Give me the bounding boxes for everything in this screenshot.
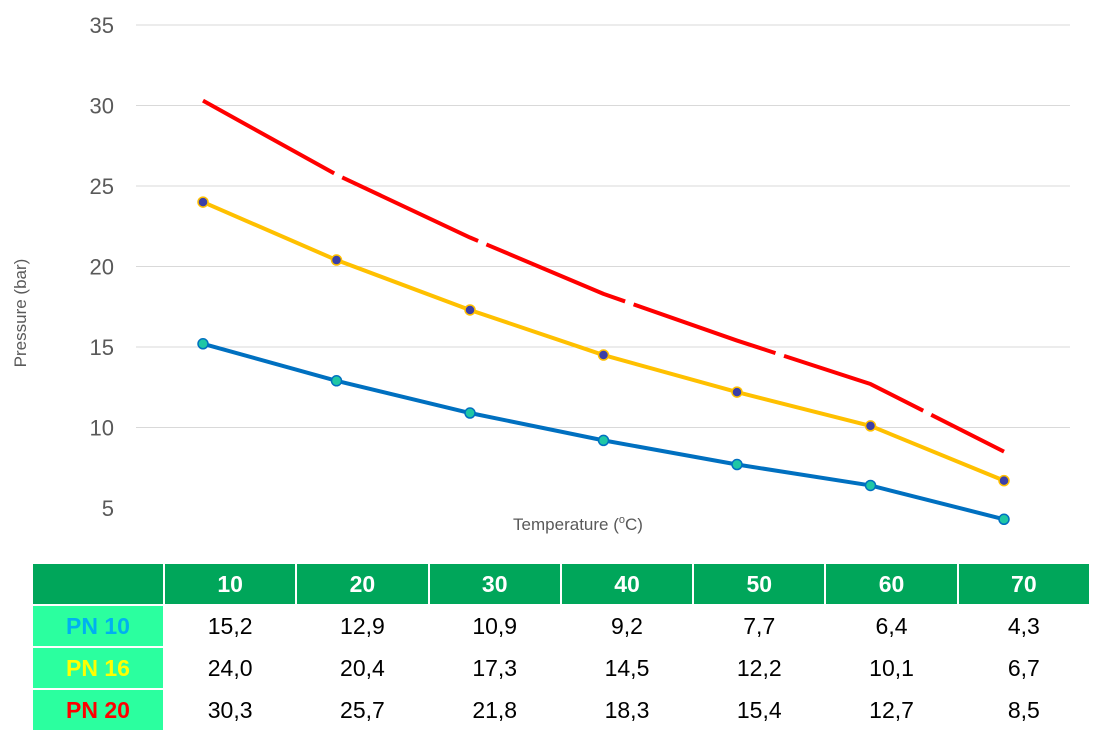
table-cell: 10,9 (427, 604, 562, 648)
data-point-pn16 (998, 474, 1010, 487)
x-axis-title: Temperature (oC) (513, 514, 643, 534)
table-row: PN 20 30,3 25,7 21,8 18,3 15,4 12,7 8,5 (31, 688, 1092, 732)
table-cell: 6,4 (824, 604, 959, 648)
data-table: 10 20 30 40 50 60 70 PN 10 15,2 12,9 10,… (31, 562, 1092, 732)
y-tick-label: 35 (90, 13, 114, 38)
table-cell: 15,2 (162, 604, 298, 648)
y-tick-label: 15 (90, 335, 114, 360)
series-lines (197, 98, 1010, 526)
table-cell: 24,0 (162, 646, 298, 690)
gridlines (136, 24, 1070, 428)
table-cell: 9,2 (559, 604, 695, 648)
pressure-temperature-chart: 5 10 15 20 25 30 35 Pressure (bar) Temperature… (11, 13, 1070, 534)
table-cell: 25,7 (295, 688, 430, 732)
data-point-pn16 (197, 196, 209, 208)
series-line-pn20 (202, 98, 1005, 454)
table-header-cell: 70 (956, 562, 1092, 606)
table-cell: 4,3 (956, 604, 1092, 648)
data-point-pn16 (330, 254, 343, 266)
table-cell: 17,3 (427, 646, 562, 690)
table-cell: 6,7 (956, 646, 1092, 690)
table-cell: 12,9 (295, 604, 430, 648)
table-header-cell: 10 (162, 562, 298, 606)
row-label-pn16: PN 16 (31, 646, 165, 690)
table-row: PN 16 24,0 20,4 17,3 14,5 12,2 10,1 6,7 (31, 646, 1092, 690)
y-axis-title: Pressure (bar) (11, 259, 30, 368)
table-cell: 18,3 (559, 688, 695, 732)
table-header-cell: 50 (692, 562, 827, 606)
data-point-pn16 (731, 386, 743, 398)
y-axis-tick-labels: 5 10 15 20 25 30 35 (90, 13, 114, 521)
y-tick-label: 5 (102, 496, 114, 521)
table-cell: 10,1 (824, 646, 959, 690)
table-header-cell: 30 (427, 562, 562, 606)
table-corner-cell (31, 562, 165, 606)
x-axis-title-part: C) (625, 515, 643, 534)
data-point-pn16 (464, 304, 476, 316)
table-row: PN 10 15,2 12,9 10,9 9,2 7,7 6,4 4,3 (31, 604, 1092, 648)
table-cell: 21,8 (427, 688, 562, 732)
x-axis-title-part: Temperature ( (513, 515, 619, 534)
table-header-cell: 40 (559, 562, 695, 606)
table-header-cell: 20 (295, 562, 430, 606)
data-point-pn10 (998, 513, 1010, 526)
data-point-pn10 (864, 479, 877, 492)
table-cell: 15,4 (692, 688, 827, 732)
data-point-pn10 (330, 375, 343, 387)
table-cell: 7,7 (692, 604, 827, 648)
y-tick-label: 10 (90, 416, 114, 441)
x-axis-title-degree: o (619, 514, 625, 526)
table-cell: 12,2 (692, 646, 827, 690)
data-point-pn16 (864, 420, 877, 432)
data-point-pn10 (731, 458, 743, 471)
data-point-pn10 (197, 338, 209, 350)
table-header-row: 10 20 30 40 50 60 70 (31, 562, 1092, 606)
data-point-pn16 (597, 349, 610, 361)
table-cell: 14,5 (559, 646, 695, 690)
table-cell: 12,7 (824, 688, 959, 732)
y-tick-label: 20 (90, 255, 114, 280)
table-cell: 8,5 (956, 688, 1092, 732)
row-label-pn10: PN 10 (31, 604, 165, 648)
table-header-cell: 60 (824, 562, 959, 606)
y-tick-label: 30 (90, 94, 114, 119)
table-cell: 20,4 (295, 646, 430, 690)
y-tick-label: 25 (90, 174, 114, 199)
row-label-pn20: PN 20 (31, 688, 165, 732)
data-point-pn10 (597, 434, 610, 447)
data-point-pn10 (464, 407, 476, 419)
table-cell: 30,3 (162, 688, 298, 732)
